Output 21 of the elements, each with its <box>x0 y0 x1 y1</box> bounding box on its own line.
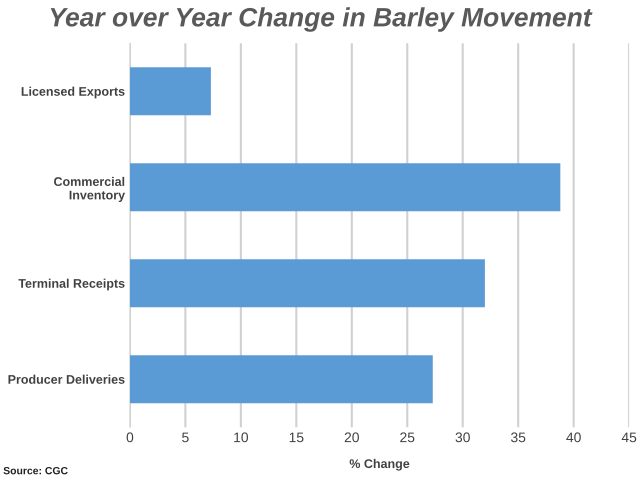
x-tick-label: 30 <box>456 432 470 442</box>
x-tick-label: 10 <box>234 432 248 442</box>
x-tick-label: 35 <box>510 432 526 442</box>
y-tick-label: Terminal Receipts <box>18 278 125 290</box>
x-axis-title: % Change <box>350 458 410 471</box>
bar <box>130 163 560 212</box>
x-tick-label: 45 <box>622 432 636 442</box>
y-tick-label: Commercial Inventory <box>54 176 125 202</box>
bar <box>130 355 433 404</box>
x-tick-label: 15 <box>290 432 304 442</box>
y-tick-label: Producer Deliveries <box>8 374 125 384</box>
x-tick-label: 20 <box>344 432 359 442</box>
x-tick-label: 25 <box>400 432 414 442</box>
x-tick-label: 40 <box>566 432 581 442</box>
source-note: Source: CGC <box>4 466 68 474</box>
bar <box>130 67 211 116</box>
y-tick-label: Licensed Exports <box>22 86 125 98</box>
bar <box>130 259 485 308</box>
chart-title: Year over Year Change in Barley Movement <box>50 7 592 32</box>
x-tick-label: 5 <box>182 432 189 442</box>
x-tick-label: 0 <box>126 432 134 442</box>
